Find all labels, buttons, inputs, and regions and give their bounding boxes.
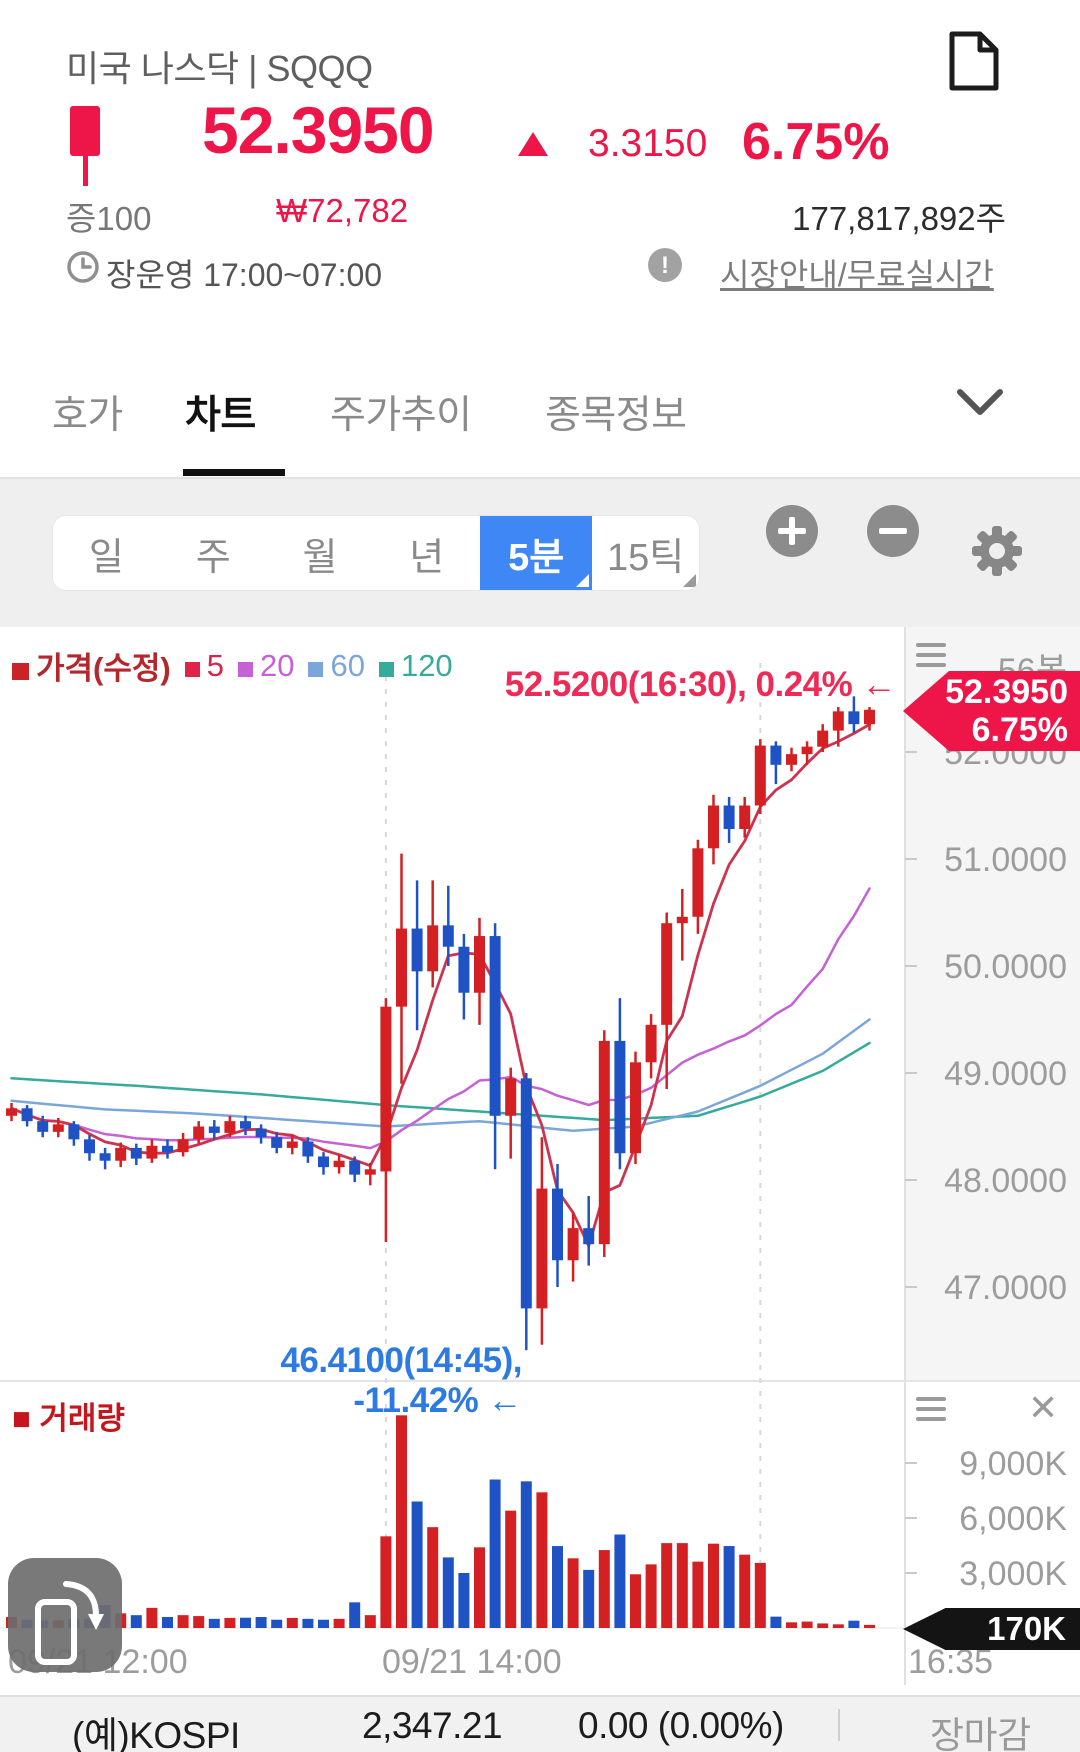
y-axis-tick: 51.0000 (944, 841, 1067, 879)
price-change-percent: 6.75% (742, 113, 890, 171)
corner-triangle-icon (683, 574, 697, 587)
rotate-screen-button[interactable] (8, 1558, 122, 1672)
active-tab-underline (183, 469, 285, 476)
high-price-annotation: 52.5200(16:30), 0.24% ← (504, 665, 897, 704)
volume-axis-tick: 3,000K (959, 1555, 1067, 1593)
volume-legend: ■ 거래량 (12, 1401, 125, 1436)
volume-axis-tick: 9,000K (959, 1445, 1067, 1483)
period-day[interactable]: 일 (88, 536, 124, 579)
index-status-bar[interactable]: (예)KOSPI 2,347.21 0.00 (0.00%) 장마감 (0, 1695, 1080, 1752)
divider (838, 1709, 840, 1741)
price-change: 3.3150 (588, 122, 708, 165)
legend-ma20: 20 (237, 648, 294, 684)
chart-toolbar: 일 주 월 년 5분 15틱 (0, 479, 1080, 627)
volume-axis-menu-icon[interactable] (916, 1397, 946, 1421)
zoom-out-button[interactable] (867, 505, 919, 557)
candle-glyph-icon (70, 106, 100, 156)
current-volume-tag: 170K (903, 1608, 1080, 1650)
candle-glyph-wick (83, 156, 88, 186)
corner-triangle-icon (576, 574, 590, 587)
legend-ma60: 60 (308, 648, 365, 684)
krw-price: ₩72,782 (276, 192, 409, 229)
tab-chart[interactable]: 차트 (185, 394, 256, 437)
period-15tick-label: 15틱 (607, 536, 685, 579)
chart-area[interactable]: 가격(수정) 5 20 60 120 56봉 52.5200(16:30), 0… (0, 627, 1080, 1685)
index-change: 0.00 (0.00%) (578, 1705, 784, 1746)
y-axis-tick: 47.0000 (944, 1269, 1067, 1307)
zoom-in-button[interactable] (766, 505, 818, 557)
info-icon: ! (648, 248, 682, 282)
tab-bar: 호가 차트 주가추이 종목정보 (0, 330, 1080, 479)
volume-close-icon[interactable]: ✕ (1028, 1387, 1059, 1428)
legend-ma120: 120 (378, 648, 453, 684)
document-icon[interactable] (948, 30, 1000, 92)
market-status: 장마감 (930, 1715, 1031, 1752)
index-name: (예)KOSPI (72, 1715, 240, 1752)
period-year[interactable]: 년 (409, 536, 445, 579)
legend-swatch-ma5 (184, 661, 200, 677)
period-month[interactable]: 월 (302, 536, 338, 579)
clock-icon (67, 251, 99, 283)
rotate-phone-icon (35, 1581, 104, 1665)
chevron-down-icon[interactable] (952, 380, 1008, 424)
legend-price: 가격(수정) (12, 643, 171, 688)
period-15tick[interactable]: 15틱 (592, 516, 699, 590)
x-axis-label-mid: 09/21 14:00 (382, 1643, 562, 1681)
price-axis-menu-icon[interactable] (916, 643, 946, 667)
legend-swatch-ma20 (237, 661, 253, 677)
price-tag-value: 52.3950 (945, 673, 1068, 711)
market-info-link[interactable]: 시장안내/무료실시간 (720, 257, 994, 293)
index-value: 2,347.21 (362, 1705, 503, 1746)
shares-volume: 177,817,892주 (792, 200, 1006, 237)
y-axis-tick: 49.0000 (944, 1055, 1067, 1093)
price-tag-percent: 6.75% (971, 711, 1068, 749)
low-price-annotation: 46.4100(14:45), -11.42% ← (280, 1341, 522, 1420)
legend-swatch-ma120 (378, 661, 394, 677)
price-chart-legend: 가격(수정) 5 20 60 120 (12, 643, 453, 688)
volume-axis-tick: 6,000K (959, 1500, 1067, 1538)
settings-gear-icon[interactable] (968, 522, 1026, 580)
period-5min-label: 5분 (508, 536, 565, 579)
legend-swatch-ma60 (308, 661, 324, 677)
candlestick-chart-canvas[interactable] (0, 627, 1080, 1685)
up-arrow-icon (518, 132, 548, 156)
current-price: 52.3950 (202, 93, 435, 167)
y-axis-tick: 48.0000 (944, 1162, 1067, 1200)
stock-title: 미국 나스닥 | SQQQ (66, 48, 373, 89)
market-hours: 장운영 17:00~07:00 (106, 257, 383, 293)
tab-stock-info[interactable]: 종목정보 (545, 394, 687, 437)
category-badge: 증100 (66, 200, 152, 237)
legend-ma5: 5 (184, 648, 224, 684)
y-axis-tick: 50.0000 (944, 948, 1067, 986)
period-week[interactable]: 주 (195, 536, 231, 579)
period-5min[interactable]: 5분 (480, 516, 593, 590)
tab-price-trend[interactable]: 주가추이 (330, 394, 472, 437)
tab-hoga[interactable]: 호가 (52, 394, 123, 437)
period-selector: 일 주 월 년 5분 15틱 (52, 515, 700, 591)
legend-swatch-price (12, 663, 29, 680)
